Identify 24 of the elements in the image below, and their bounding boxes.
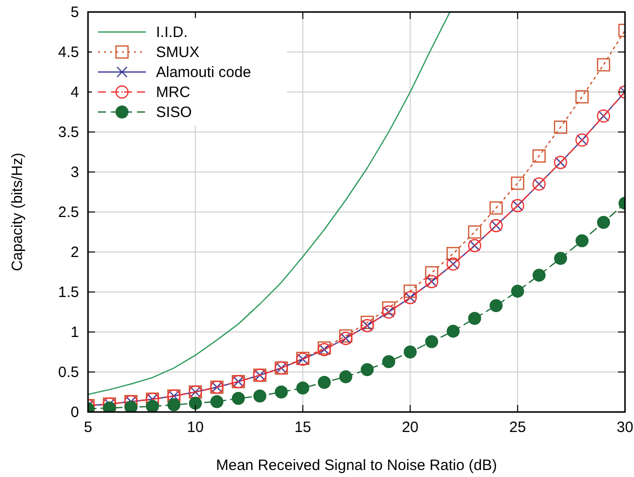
- x-tick-label: 25: [509, 419, 526, 436]
- y-tick-label: 0: [70, 404, 79, 421]
- legend-label: SISO: [156, 104, 192, 121]
- y-tick-label: 2.5: [58, 204, 79, 221]
- legend-label: SMUX: [156, 44, 200, 61]
- y-tick-label: 4.5: [58, 44, 79, 61]
- y-tick-label: 3: [70, 164, 79, 181]
- y-tick-label: 1.5: [58, 284, 79, 301]
- y-tick-label: 5: [70, 4, 79, 21]
- legend-label: Alamouti code: [156, 64, 252, 81]
- x-tick-label: 5: [84, 419, 92, 436]
- y-tick-label: 3.5: [58, 124, 79, 141]
- x-axis-title: Mean Received Signal to Noise Ratio (dB): [216, 457, 497, 474]
- y-tick-label: 4: [70, 84, 79, 101]
- x-tick-label: 15: [294, 419, 312, 436]
- legend-label: I.I.D.: [156, 24, 188, 41]
- x-tick-label: 20: [402, 419, 419, 436]
- y-tick-label: 2: [70, 244, 79, 261]
- x-tick-label: 30: [616, 419, 634, 436]
- y-tick-label: 1: [70, 324, 79, 341]
- y-axis-title: Capacity (bits/Hz): [9, 152, 26, 272]
- x-tick-label: 10: [187, 419, 204, 436]
- legend-label: MRC: [156, 84, 190, 101]
- y-tick-label: 0.5: [58, 364, 79, 381]
